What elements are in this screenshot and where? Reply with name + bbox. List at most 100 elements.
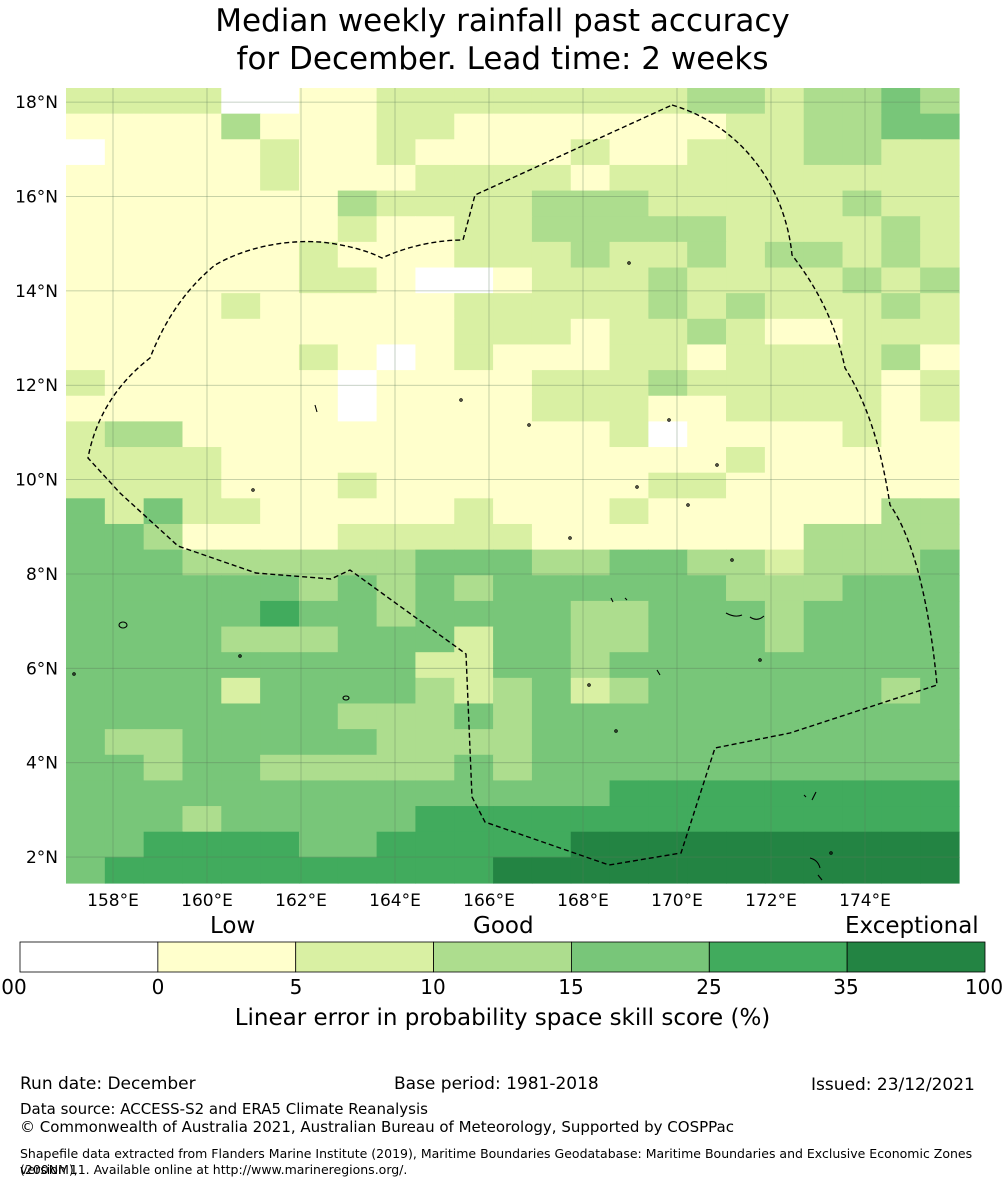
grid-cell	[104, 370, 145, 397]
grid-cell	[376, 190, 417, 217]
grid-cell	[842, 293, 882, 320]
grid-cell	[803, 549, 844, 576]
grid-cell	[881, 447, 921, 474]
grid-cell	[376, 344, 417, 371]
grid-cell	[609, 318, 649, 346]
grid-cell	[726, 652, 766, 679]
grid-cell	[920, 523, 960, 551]
grid-cell	[260, 370, 300, 397]
grid-cell	[182, 498, 222, 525]
grid-cell	[493, 113, 533, 140]
grid-cell	[609, 754, 649, 782]
grid-cell	[143, 549, 184, 576]
grid-cell	[648, 806, 688, 833]
grid-cell	[609, 780, 649, 807]
grid-cell	[104, 754, 145, 782]
grid-cell	[104, 216, 145, 243]
grid-cell	[66, 241, 106, 269]
grid-cell	[337, 293, 378, 320]
grid-cell	[531, 139, 572, 166]
grid-cell	[881, 164, 921, 192]
grid-cell	[182, 88, 222, 115]
grid-cell	[221, 498, 261, 525]
grid-cell	[531, 293, 572, 320]
grid-cell	[454, 139, 494, 166]
grid-cell	[182, 190, 222, 217]
grid-cell	[609, 164, 649, 192]
grid-cell	[454, 293, 494, 320]
grid-cell	[842, 447, 882, 474]
grid-cell	[143, 267, 184, 294]
grid-cell	[454, 780, 494, 807]
grid-cell	[803, 806, 844, 833]
grid-cell	[260, 241, 300, 269]
grid-cell	[376, 447, 417, 474]
grid-cell	[182, 241, 222, 269]
grid-cell	[298, 857, 339, 884]
grid-cell	[182, 164, 222, 192]
grid-cell	[803, 216, 844, 243]
grid-cell	[337, 472, 378, 499]
grid-cell	[182, 370, 222, 397]
grid-cell	[454, 344, 494, 371]
grid-cell	[842, 831, 882, 858]
grid-cell	[531, 600, 572, 628]
grid-cell	[570, 421, 611, 448]
grid-cell	[570, 498, 611, 525]
grid-cell	[764, 575, 805, 602]
grid-cell	[337, 626, 378, 653]
grid-cell	[570, 831, 611, 858]
grid-cell	[609, 370, 649, 397]
lon-label: 164°E	[369, 891, 421, 911]
grid-cell	[881, 267, 921, 294]
grid-cell	[221, 113, 261, 140]
colorbar-swatch	[571, 941, 710, 973]
grid-cell	[260, 575, 300, 602]
grid-cell	[376, 652, 417, 679]
grid-cell	[454, 523, 494, 551]
grid-cell	[415, 652, 455, 679]
grid-cell	[221, 575, 261, 602]
grid-cell	[221, 370, 261, 397]
grid-cell	[260, 600, 300, 628]
grid-cell	[298, 652, 339, 679]
grid-cell	[570, 216, 611, 243]
grid-cell	[221, 857, 261, 884]
grid-cell	[298, 395, 339, 422]
grid-cell	[415, 677, 455, 705]
grid-cell	[531, 164, 572, 192]
grid-cell	[920, 677, 960, 705]
grid-cell	[143, 164, 184, 192]
grid-cell	[104, 780, 145, 807]
grid-cell	[764, 806, 805, 833]
grid-cell	[493, 677, 533, 705]
grid-cell	[104, 113, 145, 140]
grid-cell	[920, 549, 960, 576]
grid-cell	[298, 754, 339, 782]
grid-cell	[881, 241, 921, 269]
island	[627, 261, 631, 265]
colorbar-tick: 100	[964, 975, 1004, 999]
grid-cell	[570, 806, 611, 833]
grid-cell	[143, 523, 184, 551]
grid-cell	[182, 703, 222, 730]
grid-cell	[687, 498, 727, 525]
grid-cell	[609, 447, 649, 474]
grid-cell	[726, 139, 766, 166]
grid-cell	[376, 395, 417, 422]
grid-cell	[493, 600, 533, 628]
grid-cell	[376, 370, 417, 397]
grid-cell	[648, 164, 688, 192]
colorbar-tick: 0	[151, 975, 165, 999]
grid-cell	[493, 241, 533, 269]
grid-cell	[260, 677, 300, 705]
grid-cell	[648, 421, 688, 448]
island	[118, 621, 128, 629]
island	[587, 683, 591, 687]
grid-cell	[104, 677, 145, 705]
grid-cell	[260, 729, 300, 756]
grid-cell	[881, 190, 921, 217]
grid-cell	[881, 318, 921, 346]
grid-cell	[104, 831, 145, 858]
grid-cell	[570, 677, 611, 705]
